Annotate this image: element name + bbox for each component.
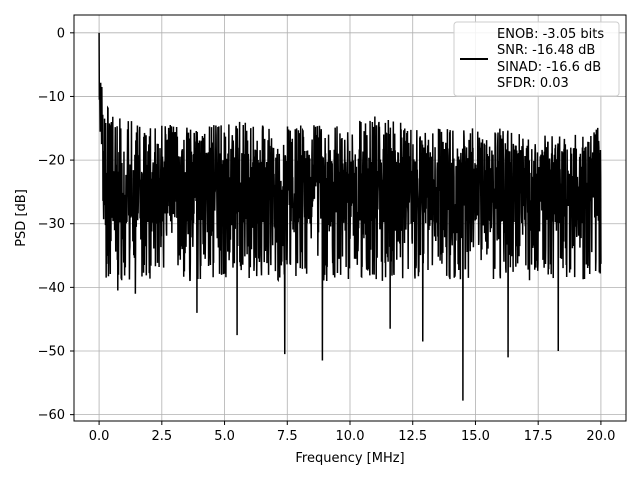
legend: ENOB: -3.05 bits SNR: -16.48 dB SINAD: -… xyxy=(453,21,620,97)
y-axis-ticks: 0 −10 −20 −30 −40 −50 −60 xyxy=(38,26,74,423)
x-tick-label: 0.0 xyxy=(89,429,110,444)
x-tick-label: 20.0 xyxy=(586,429,615,444)
x-tick-label: 17.5 xyxy=(524,429,553,444)
legend-box xyxy=(453,21,620,97)
plot-area xyxy=(98,32,602,401)
legend-line-snr: SNR: -16.48 dB xyxy=(497,43,595,58)
x-axis-ticks: 0.0 2.5 5.0 7.5 10.0 12.5 15.0 17.5 20.0 xyxy=(89,421,615,444)
y-tick-label: −60 xyxy=(38,408,65,423)
x-tick-label: 12.5 xyxy=(398,429,427,444)
y-tick-label: −10 xyxy=(38,90,65,105)
legend-line-enob: ENOB: -3.05 bits xyxy=(497,27,604,42)
x-tick-label: 2.5 xyxy=(151,429,172,444)
x-tick-label: 15.0 xyxy=(461,429,490,444)
y-tick-label: −30 xyxy=(38,217,65,232)
y-axis-label: PSD [dB] xyxy=(14,189,29,247)
y-tick-label: 0 xyxy=(57,26,65,41)
x-axis-label: Frequency [MHz] xyxy=(295,451,404,466)
x-tick-label: 7.5 xyxy=(277,429,298,444)
legend-line-sinad: SINAD: -16.6 dB xyxy=(497,60,601,75)
y-tick-label: −20 xyxy=(38,154,65,169)
y-tick-label: −40 xyxy=(38,281,65,296)
x-tick-label: 10.0 xyxy=(336,429,365,444)
legend-line-sfdr: SFDR: 0.03 xyxy=(497,76,569,91)
psd-series-line xyxy=(98,32,602,401)
y-tick-label: −50 xyxy=(38,345,65,360)
x-tick-label: 5.0 xyxy=(214,429,235,444)
